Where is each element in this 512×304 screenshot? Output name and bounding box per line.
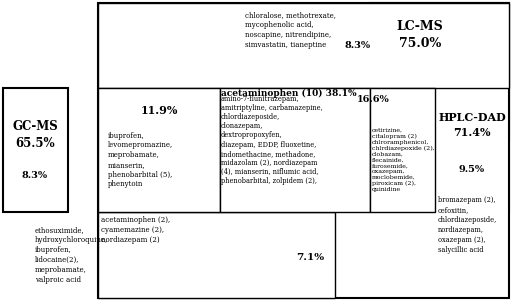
Text: 9.5%: 9.5%	[459, 165, 485, 174]
Text: 11.9%: 11.9%	[140, 105, 178, 116]
Text: acetaminophen (2),
cyamemazine (2),
nordiazepam (2): acetaminophen (2), cyamemazine (2), nord…	[101, 216, 170, 244]
Text: LC-MS
75.0%: LC-MS 75.0%	[397, 20, 443, 50]
Text: cetirizine,
citalopram (2)
chlroramphenicol,
chlrdiazepoxide (2),
clobazam,
flec: cetirizine, citalopram (2) chlrorampheni…	[372, 128, 435, 192]
Bar	[98, 3, 509, 298]
Text: 7.1%: 7.1%	[296, 254, 324, 262]
Text: bromazepam (2),
cefoxitin,
chlordiazeposide,
nordiazepam,
oxazepam (2),
salycill: bromazepam (2), cefoxitin, chlordiazepos…	[438, 196, 497, 254]
Bar	[435, 88, 509, 212]
Bar	[98, 3, 509, 88]
Text: acetaminophen (10) 38.1%: acetaminophen (10) 38.1%	[221, 88, 357, 98]
Text: 8.3%: 8.3%	[345, 40, 371, 50]
Text: ibuprofen,
levomepromazine,
meprobamate,
mianserin,
phenobarbital (5),
phenytoin: ibuprofen, levomepromazine, meprobamate,…	[108, 132, 173, 188]
Text: 8.3%: 8.3%	[22, 171, 48, 179]
Text: 16.6%: 16.6%	[357, 95, 389, 105]
Bar	[220, 88, 370, 212]
Bar	[370, 88, 435, 212]
Text: HPLC-DAD
71.4%: HPLC-DAD 71.4%	[438, 112, 506, 138]
Text: amino-7-flunitrazepam,
amitriptyline, carbamazepine,
chlordiazeposide,
clonazepa: amino-7-flunitrazepam, amitriptyline, ca…	[221, 95, 323, 185]
Bar	[98, 88, 220, 212]
Bar	[98, 212, 335, 298]
Text: GC-MS
65.5%: GC-MS 65.5%	[12, 120, 58, 150]
Bar	[370, 3, 509, 140]
Text: chloralose, methotrexate,
mycophenolic acid,
noscapine, nitrendipine,
simvastati: chloralose, methotrexate, mycophenolic a…	[245, 11, 336, 49]
Text: ethosuximide,
hydroxychloroquine,
ibuprofen,
lidocaine(2),
meprobamate,
valproic: ethosuximide, hydroxychloroquine, ibupro…	[35, 226, 108, 284]
Bar	[3, 88, 68, 212]
